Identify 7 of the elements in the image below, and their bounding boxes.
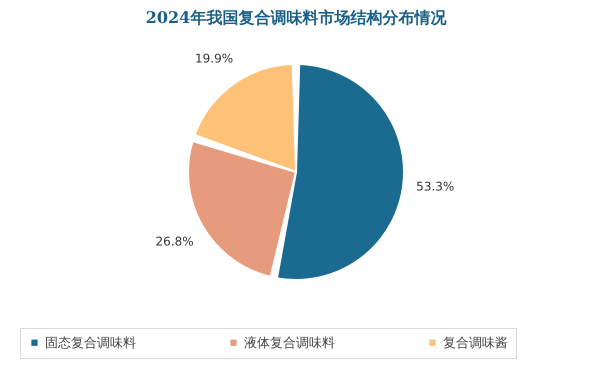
chart-title: 2024年我国复合调味料市场结构分布情况: [146, 8, 448, 27]
data-label: 26.8%: [156, 234, 194, 249]
data-label: 19.9%: [195, 51, 234, 66]
data-label: 53.3%: [416, 179, 454, 194]
legend-label: 复合调味酱: [443, 336, 508, 351]
legend-label: 固态复合调味料: [45, 336, 136, 351]
legend-label: 液体复合调味料: [244, 336, 335, 351]
